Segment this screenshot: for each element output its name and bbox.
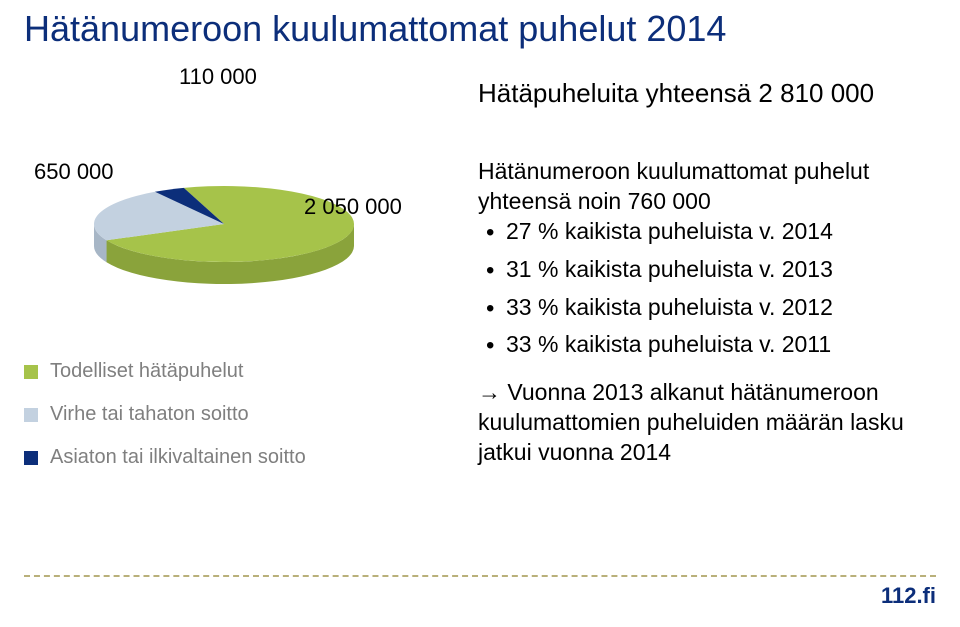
bullet-item: 31 % kaikista puheluista v. 2013 [478, 255, 936, 285]
footer-logo: 112.fi [881, 583, 936, 609]
pie-slice-label: 110 000 [179, 64, 257, 90]
arrow-text: Vuonna 2013 alkanut hätänumeroon kuuluma… [478, 379, 904, 465]
page-title: Hätänumeroon kuulumattomat puhelut 2014 [24, 8, 936, 50]
bullet-item: 33 % kaikista puheluista v. 2012 [478, 293, 936, 323]
right-column: Hätäpuheluita yhteensä 2 810 000 Hätänum… [478, 74, 936, 489]
arrow-block: → Vuonna 2013 alkanut hätänumeroon kuulu… [478, 378, 936, 468]
summary-text: Hätänumeroon kuulumattomat puhelut yhtee… [478, 157, 936, 217]
legend-swatch [24, 408, 38, 422]
right-title: Hätäpuheluita yhteensä 2 810 000 [478, 78, 936, 109]
legend-label: Asiaton tai ilkivaltainen soitto [50, 446, 306, 469]
arrow-icon: → [478, 379, 501, 405]
pie-slice-label: 2 050 000 [304, 194, 402, 220]
pie-slice-label: 650 000 [34, 159, 114, 185]
bullet-list: 27 % kaikista puheluista v. 2014 31 % kai… [478, 217, 936, 361]
bullet-item: 27 % kaikista puheluista v. 2014 [478, 217, 936, 247]
columns: 2 050 000650 000110 000 Todelliset hätäp… [24, 74, 936, 489]
legend-swatch [24, 365, 38, 379]
legend-swatch [24, 451, 38, 465]
footer: 112.fi [24, 583, 936, 609]
legend-label: Virhe tai tahaton soitto [50, 403, 249, 426]
legend-item: Virhe tai tahaton soitto [24, 403, 454, 426]
pie-chart: 2 050 000650 000110 000 [24, 74, 434, 344]
footer-divider [24, 575, 936, 577]
legend: Todelliset hätäpuhelutVirhe tai tahaton … [24, 360, 454, 469]
left-column: 2 050 000650 000110 000 Todelliset hätäp… [24, 74, 454, 489]
page: Hätänumeroon kuulumattomat puhelut 2014 … [0, 0, 960, 627]
legend-item: Asiaton tai ilkivaltainen soitto [24, 446, 454, 469]
bullet-item: 33 % kaikista puheluista v. 2011 [478, 330, 936, 360]
